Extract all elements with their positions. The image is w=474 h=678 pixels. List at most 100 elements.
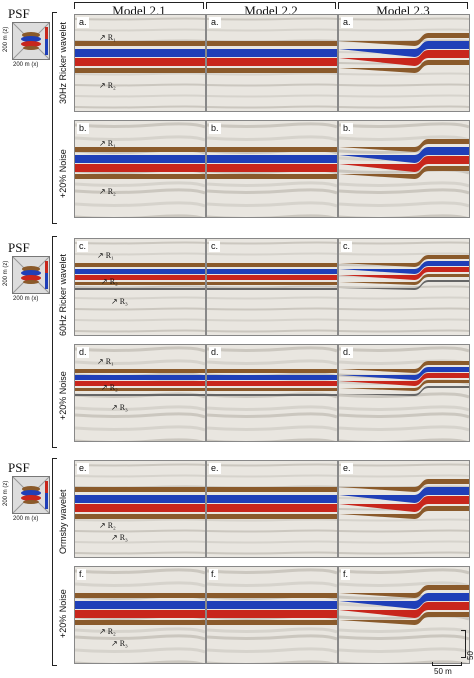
- background-stripe: [339, 252, 469, 256]
- reflector-band: [339, 380, 469, 391]
- background-stripe: [207, 568, 337, 575]
- reflector-band: [207, 68, 337, 73]
- psf-image-3: [12, 476, 50, 514]
- group-bracket-3: [52, 458, 57, 666]
- seismic-panel: e. ↗ R₂ ↗ R₃: [74, 460, 206, 558]
- psf-z-label-2: 200 m (z): [3, 260, 9, 286]
- background-stripe: [339, 94, 469, 98]
- background-stripe: [207, 474, 337, 478]
- reflector-band: [339, 585, 469, 598]
- panel-label: f.: [77, 569, 87, 580]
- reflector-label: ↗ R₃: [111, 403, 128, 412]
- reflector-band: [339, 479, 469, 492]
- vertical-scale-bar: [461, 630, 466, 658]
- reflector-band: [207, 375, 337, 380]
- background-stripe: [339, 425, 469, 432]
- reflector-band: [75, 147, 205, 152]
- psf-colorbar: [45, 261, 48, 273]
- background-stripe: [339, 241, 469, 245]
- seismic-panel: d.: [206, 344, 338, 442]
- panel-label: f.: [209, 569, 219, 580]
- reflector-band: [75, 487, 205, 492]
- background-stripe: [75, 105, 205, 109]
- psf-image-2: [12, 256, 50, 294]
- background-stripe: [75, 122, 205, 129]
- reflector-label: ↗ R₁: [99, 33, 116, 42]
- background-stripe: [339, 181, 469, 188]
- background-stripe: [207, 181, 337, 188]
- reflector-label: ↗ R₂: [99, 81, 116, 90]
- reflector-band: [75, 288, 205, 290]
- background-stripe: [339, 135, 469, 142]
- reflector-label: ↗ R₃: [111, 533, 128, 542]
- background-stripe: [75, 346, 205, 353]
- seismic-panel: e.: [338, 460, 470, 558]
- background-stripe: [207, 83, 337, 87]
- panel-label: f.: [341, 569, 351, 580]
- seismic-panel: c.: [338, 238, 470, 336]
- background-stripe: [339, 83, 469, 87]
- psf-lobe: [21, 270, 41, 276]
- group-bracket-1: [52, 12, 57, 224]
- panel-label: c.: [341, 241, 353, 252]
- background-stripe: [75, 474, 205, 478]
- background-stripe: [339, 329, 469, 333]
- background-stripe: [339, 122, 469, 129]
- reflector-band: [207, 394, 337, 396]
- psf-lobe: [23, 280, 39, 284]
- background-stripe: [207, 285, 337, 289]
- background-stripe: [339, 647, 469, 654]
- reflector-band: [207, 487, 337, 492]
- seismic-panel: c.: [206, 238, 338, 336]
- background-stripe: [75, 540, 205, 544]
- psf-lobe: [21, 495, 41, 501]
- psf-lobe: [21, 275, 41, 281]
- seismic-panel: d. ↗ R₁ ↗ R₂ ↗ R₃: [74, 344, 206, 442]
- background-stripe: [207, 135, 337, 142]
- background-stripe: [207, 581, 337, 588]
- background-stripe: [75, 201, 205, 208]
- background-stripe: [207, 296, 337, 300]
- background-stripe: [207, 647, 337, 654]
- background-stripe: [207, 551, 337, 555]
- background-stripe: [207, 188, 337, 195]
- background-stripe: [75, 359, 205, 366]
- background-stripe: [75, 405, 205, 412]
- background-stripe: [75, 529, 205, 533]
- reflector-band: [207, 288, 337, 290]
- background-stripe: [75, 634, 205, 641]
- background-stripe: [207, 252, 337, 256]
- row-label-noise-2: +20% Noise: [58, 371, 68, 420]
- reflector-band: [207, 514, 337, 519]
- reflector-band: [75, 275, 205, 280]
- panel-label: d.: [341, 347, 353, 358]
- reflector-band: [75, 41, 205, 46]
- reflector-band: [75, 269, 205, 274]
- seismic-panel: f.: [206, 566, 338, 664]
- psf-colorbar: [45, 481, 48, 493]
- seismic-panel: e.: [206, 460, 338, 558]
- psf-z-label-3: 200 m (z): [3, 480, 9, 506]
- background-stripe: [207, 241, 337, 245]
- background-stripe: [339, 518, 469, 522]
- seismic-panel: b.: [338, 120, 470, 218]
- background-stripe: [339, 412, 469, 419]
- reflector-band: [207, 504, 337, 512]
- reflector-band: [339, 166, 469, 179]
- reflector-band: [207, 147, 337, 152]
- reflector-band: [207, 49, 337, 57]
- reflector-band: [75, 282, 205, 285]
- background-stripe: [207, 17, 337, 21]
- reflector-band: [339, 280, 469, 290]
- psf-title-3: PSF: [8, 460, 30, 475]
- background-stripe: [75, 252, 205, 256]
- reflector-band: [75, 514, 205, 519]
- reflector-band: [339, 373, 469, 386]
- reflector-band: [339, 361, 469, 373]
- reflector-band: [339, 255, 469, 267]
- reflector-band: [75, 58, 205, 66]
- background-stripe: [339, 474, 469, 478]
- psf-colorbar: [45, 27, 48, 55]
- background-stripe: [75, 660, 204, 663]
- reflector-band: [339, 41, 469, 57]
